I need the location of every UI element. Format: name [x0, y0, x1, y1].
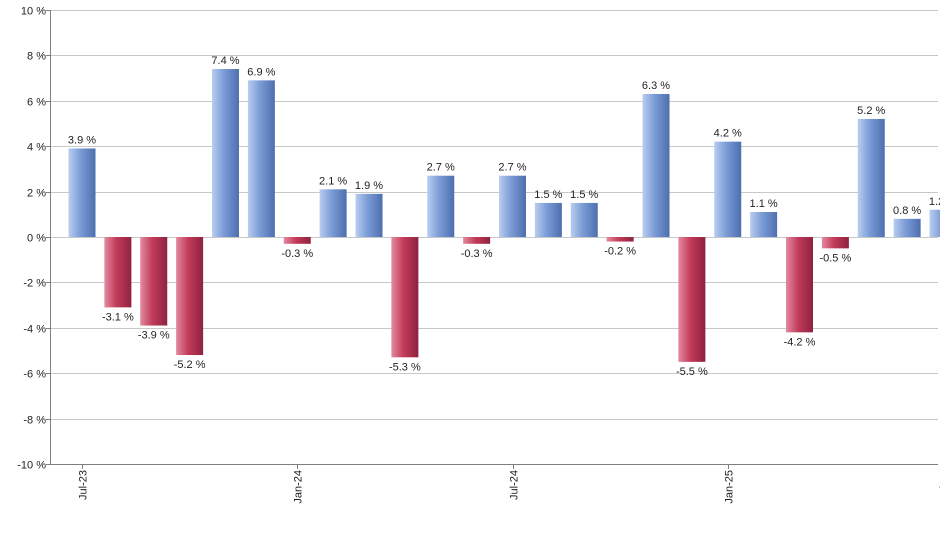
y-tick-label: 10 %	[21, 6, 46, 18]
bar-value-label: 0.8 %	[893, 205, 921, 217]
y-tick-label: -4 %	[23, 324, 46, 336]
bar-value-label: -5.2 %	[174, 359, 206, 371]
bar-Nov-23	[212, 69, 239, 237]
bar-Dec-23	[248, 80, 275, 237]
bar-Jul-25	[930, 210, 940, 237]
bar-value-label: -3.1 %	[102, 311, 134, 323]
bar-value-label: 6.9 %	[247, 66, 275, 78]
bar-Nov-24	[643, 94, 670, 237]
bar-Apr-24	[391, 237, 418, 357]
bar-value-label: 7.4 %	[211, 55, 239, 67]
bar-Aug-24	[535, 203, 562, 237]
bars	[69, 69, 940, 362]
bar-value-label: -3.9 %	[138, 330, 170, 342]
bar-value-label: -5.3 %	[389, 361, 421, 373]
bar-value-label: 3.9 %	[68, 134, 96, 146]
bar-Jul-23	[69, 148, 96, 237]
bar-Sep-23	[140, 237, 167, 326]
bar-Feb-24	[320, 189, 347, 237]
bar-May-24	[427, 176, 454, 237]
bar-May-25	[858, 119, 885, 237]
bar-Jun-25	[894, 219, 921, 237]
y-tick-label: 8 %	[27, 51, 46, 63]
bar-Jan-25	[714, 142, 741, 237]
bar-value-label: -0.3 %	[281, 248, 313, 260]
bar-value-label: 1.5 %	[534, 189, 562, 201]
bar-value-label: -0.3 %	[461, 248, 493, 260]
bar-Apr-25	[822, 237, 849, 248]
bar-value-label: -4.2 %	[784, 336, 816, 348]
bar-value-label: 1.9 %	[355, 180, 383, 192]
bar-value-label: -5.5 %	[676, 366, 708, 378]
bar-Oct-23	[176, 237, 203, 355]
bar-Jan-24	[284, 237, 311, 244]
x-tick-label: Jul-23	[78, 470, 90, 500]
bar-Feb-25	[750, 212, 777, 237]
bar-Oct-24	[607, 237, 634, 242]
bar-Aug-23	[104, 237, 131, 307]
bar-value-label: 4.2 %	[714, 128, 742, 140]
y-tick-label: -8 %	[23, 415, 46, 427]
bar-value-label: 1.1 %	[750, 198, 778, 210]
y-tick-label: 6 %	[27, 97, 46, 109]
y-tick-label: 4 %	[27, 142, 46, 154]
x-tick-label: Jan-25	[724, 470, 736, 504]
y-tick-label: -6 %	[23, 369, 46, 381]
y-axis-tick-labels: -10 % -8 % -6 % -4 % -2 % 0 % 2 % 4 % 6 % 8 % 10 %	[17, 6, 46, 472]
bar-value-label: 2.1 %	[319, 175, 347, 187]
y-tick-label: 2 %	[27, 188, 46, 200]
bar-value-label: 2.7 %	[498, 162, 526, 174]
y-tick-label: -2 %	[23, 278, 46, 290]
bar-value-label: 1.5 %	[570, 189, 598, 201]
bar-value-label: 2.7 %	[427, 162, 455, 174]
bar-Dec-24	[678, 237, 705, 362]
bar-Mar-25	[786, 237, 813, 332]
bar-value-label: -0.2 %	[604, 246, 636, 258]
bar-value-label: 6.3 %	[642, 80, 670, 92]
y-tick-label: 0 %	[27, 233, 46, 245]
bar-Jun-24	[463, 237, 490, 244]
bar-Sep-24	[571, 203, 598, 237]
bar-value-label: -0.5 %	[819, 252, 851, 264]
x-tick-label: Jan-24	[293, 470, 305, 504]
bar-value-label: 1.2 %	[929, 196, 940, 208]
bar-value-label: 5.2 %	[857, 105, 885, 117]
bar-Jul-24	[499, 176, 526, 237]
x-tick-label: Jul-24	[509, 470, 521, 500]
bar-Mar-24	[356, 194, 383, 237]
y-tick-label: -10 %	[17, 460, 46, 472]
